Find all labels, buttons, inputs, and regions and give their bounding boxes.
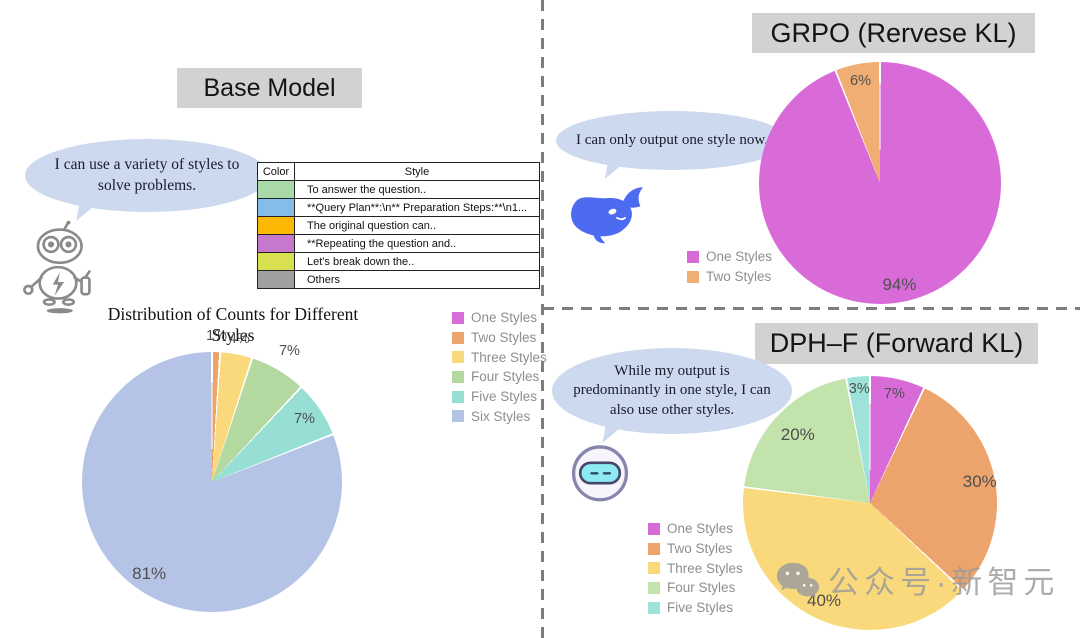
legend-item: Two Styles (648, 539, 743, 559)
base-chart-title: Distribution of Counts for Different Sty… (107, 304, 359, 345)
dph-speech-bubble: While my output is predominantly in one … (552, 348, 792, 434)
legend-label: Three Styles (667, 560, 743, 576)
pie-slice-label: 3% (848, 381, 870, 398)
color-swatch-cell (257, 234, 295, 253)
style-text-cell: The original question can.. (294, 216, 540, 235)
legend-item: One Styles (452, 308, 547, 328)
pie-slice-label: 7% (293, 411, 315, 428)
grpo-panel-title: GRPO (Rervese KL) (752, 13, 1035, 53)
legend-swatch (648, 581, 660, 594)
legend-label: Four Styles (667, 580, 736, 596)
pie-slice-label: 7% (278, 343, 300, 360)
legend-label: One Styles (667, 521, 734, 537)
legend-label: Two Styles (471, 330, 537, 346)
pie-slice-label: 4% (228, 330, 250, 347)
legend-swatch (452, 370, 464, 383)
table-header-style: Style (294, 162, 540, 181)
grpo-pie-disc (759, 62, 1001, 304)
dph-pie-legend: One Styles Two Styles Three Styles Four Sty… (648, 519, 743, 617)
base-model-panel-title: Base Model (177, 68, 362, 108)
table-row: Others (257, 270, 540, 289)
horizontal-dashed-divider (543, 307, 1080, 310)
pie-slice-label: 6% (850, 72, 871, 89)
legend-swatch (452, 311, 464, 324)
base-model-speech-text: I can use a variety of styles to solve p… (54, 155, 240, 194)
table-row: **Repeating the question and.. (257, 234, 540, 253)
legend-swatch (452, 331, 464, 344)
legend-item: Five Styles (648, 598, 743, 618)
pie-slice-label: 30% (962, 472, 997, 492)
dph-panel-title: DPH–F (Forward KL) (755, 323, 1038, 364)
legend-label: Two Styles (706, 269, 772, 285)
legend-item: Two Styles (687, 267, 772, 287)
legend-swatch (687, 270, 699, 283)
dph-speech-text: While my output is predominantly in one … (573, 363, 771, 418)
watermark: 公众号·新智元 (776, 557, 1059, 602)
table-row: To answer the question.. (257, 180, 540, 199)
color-style-table: Color Style To answer the question.. **Qu… (257, 162, 540, 289)
style-text-cell: **Repeating the question and.. (294, 234, 540, 253)
legend-swatch (452, 410, 464, 423)
style-text-cell: Let's break down the.. (294, 252, 540, 271)
legend-item: One Styles (648, 519, 743, 539)
legend-label: Five Styles (667, 600, 734, 616)
style-table-body: To answer the question.. **Query Plan**:\… (257, 180, 540, 289)
whale-icon (571, 187, 644, 244)
wechat-icon (776, 562, 820, 598)
grpo-speech-text: I can only output one style now. (576, 131, 768, 148)
grpo-speech-bubble: I can only output one style now. (556, 111, 788, 170)
table-row: The original question can.. (257, 216, 540, 235)
pie-slice-label: 20% (780, 425, 815, 445)
legend-swatch (648, 542, 660, 555)
legend-item: Four Styles (648, 578, 743, 598)
legend-swatch (452, 351, 464, 364)
watermark-text: 公众号·新智元 (828, 565, 1060, 600)
pie-slice-label: 81% (132, 564, 167, 584)
legend-swatch (452, 390, 464, 403)
base-model-speech-bubble: I can use a variety of styles to solve p… (25, 139, 269, 212)
legend-swatch (648, 522, 660, 535)
legend-label: Six Styles (471, 408, 531, 424)
legend-label: One Styles (471, 310, 538, 326)
base-pie-legend: One Styles Two Styles Three Styles Four Sty… (452, 308, 547, 426)
grpo-pie-chart: 94% 6% (759, 62, 1001, 304)
legend-label: Five Styles (471, 389, 538, 405)
robot-face-icon (571, 445, 629, 502)
color-swatch-cell (257, 252, 295, 271)
color-swatch-cell (257, 198, 295, 217)
grpo-pie-legend: One Styles Two Styles (687, 247, 772, 286)
base-pie-chart: 1% 4% 7% 7% 81% (82, 328, 342, 612)
pie-slice-label: 7% (883, 385, 905, 402)
style-text-cell: **Query Plan**:\n** Preparation Steps:**… (294, 198, 540, 217)
legend-item: Six Styles (452, 406, 547, 426)
robot-icon (23, 220, 91, 314)
legend-item: Three Styles (452, 347, 547, 367)
table-header-color: Color (257, 162, 295, 181)
color-swatch-cell (257, 270, 295, 289)
style-text-cell: To answer the question.. (294, 180, 540, 199)
pie-slice-label: 40% (807, 590, 842, 610)
legend-swatch (648, 562, 660, 575)
table-row: Let's break down the.. (257, 252, 540, 271)
legend-item: Two Styles (452, 328, 547, 348)
legend-label: Three Styles (471, 349, 547, 365)
legend-label: Four Styles (471, 369, 540, 385)
pie-slice-label: 94% (882, 275, 917, 295)
pie-slice-label: 1% (206, 328, 228, 345)
legend-item: Five Styles (452, 387, 547, 407)
legend-label: Two Styles (667, 541, 733, 557)
color-swatch-cell (257, 180, 295, 199)
style-text-cell: Others (294, 270, 540, 289)
legend-swatch (687, 250, 699, 263)
legend-item: Four Styles (452, 367, 547, 387)
base-pie-disc (82, 352, 342, 612)
legend-item: Three Styles (648, 558, 743, 578)
legend-label: One Styles (706, 249, 773, 265)
table-row: **Query Plan**:\n** Preparation Steps:**… (257, 198, 540, 217)
legend-item: One Styles (687, 247, 772, 267)
vertical-dashed-divider (541, 0, 544, 638)
legend-swatch (648, 601, 660, 614)
color-swatch-cell (257, 216, 295, 235)
